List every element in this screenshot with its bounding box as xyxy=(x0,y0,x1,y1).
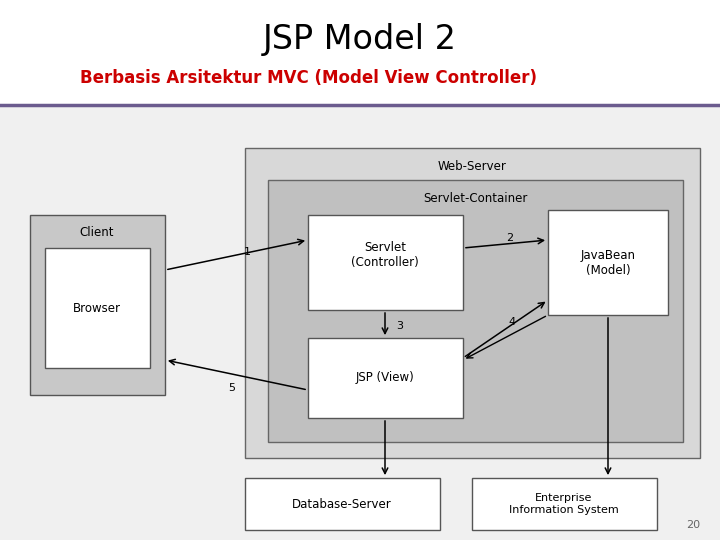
Bar xyxy=(308,338,463,418)
Bar xyxy=(472,478,657,530)
Bar xyxy=(548,210,668,315)
Text: JavaBean
(Model): JavaBean (Model) xyxy=(580,249,636,277)
Text: Servlet-Container: Servlet-Container xyxy=(423,192,527,205)
Text: Database-Server: Database-Server xyxy=(292,497,392,510)
Text: 3: 3 xyxy=(397,321,403,331)
Text: Enterprise
Information System: Enterprise Information System xyxy=(509,493,619,515)
Text: Servlet
(Controller): Servlet (Controller) xyxy=(351,241,419,269)
Bar xyxy=(0,0,720,105)
Bar xyxy=(245,148,700,458)
Bar xyxy=(308,215,463,310)
Bar xyxy=(245,478,440,530)
Text: JSP Model 2: JSP Model 2 xyxy=(263,24,457,57)
Text: JSP (View): JSP (View) xyxy=(356,372,415,384)
Text: 4: 4 xyxy=(508,317,516,327)
Bar xyxy=(268,180,683,442)
Bar xyxy=(45,248,150,368)
Bar xyxy=(0,105,720,540)
Text: Client: Client xyxy=(80,226,114,239)
Text: Browser: Browser xyxy=(73,301,121,314)
Text: 20: 20 xyxy=(686,520,700,530)
Text: 5: 5 xyxy=(228,383,235,393)
Text: 2: 2 xyxy=(506,233,513,243)
Text: 1: 1 xyxy=(243,247,251,257)
Text: Web-Server: Web-Server xyxy=(438,160,506,173)
Text: Berbasis Arsitektur MVC (Model View Controller): Berbasis Arsitektur MVC (Model View Cont… xyxy=(80,69,537,87)
Bar xyxy=(30,215,165,395)
